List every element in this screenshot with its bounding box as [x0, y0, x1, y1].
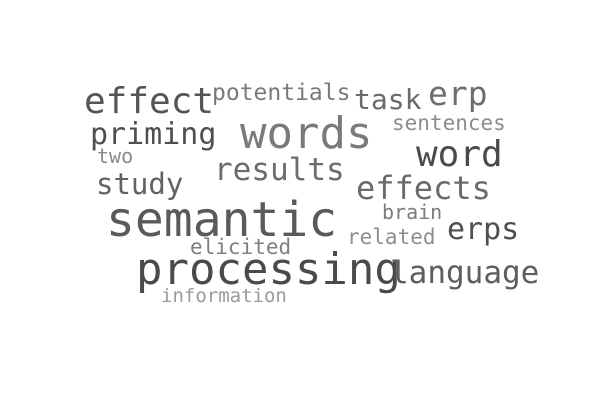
word-information: information: [161, 285, 287, 307]
word-word: word: [416, 134, 503, 175]
word-erps: erps: [447, 212, 520, 247]
word-words: words: [240, 108, 373, 159]
word-potentials: potentials: [212, 80, 351, 106]
word-priming: priming: [90, 117, 217, 152]
word-elicited: elicited: [190, 235, 292, 259]
word-brain: brain: [382, 200, 443, 224]
word-study: study: [96, 167, 184, 201]
word-task: task: [354, 83, 422, 116]
word-semantic: semantic: [106, 192, 338, 248]
word-erp: erp: [428, 74, 488, 113]
word-two: two: [97, 144, 134, 168]
word-effect: effect: [84, 81, 215, 122]
word-results: results: [214, 152, 345, 188]
word-language: language: [390, 255, 540, 291]
word-effects: effects: [356, 169, 491, 207]
word-sentences: sentences: [392, 111, 506, 135]
word-related: related: [347, 225, 436, 249]
word-processing: processing: [136, 244, 401, 295]
